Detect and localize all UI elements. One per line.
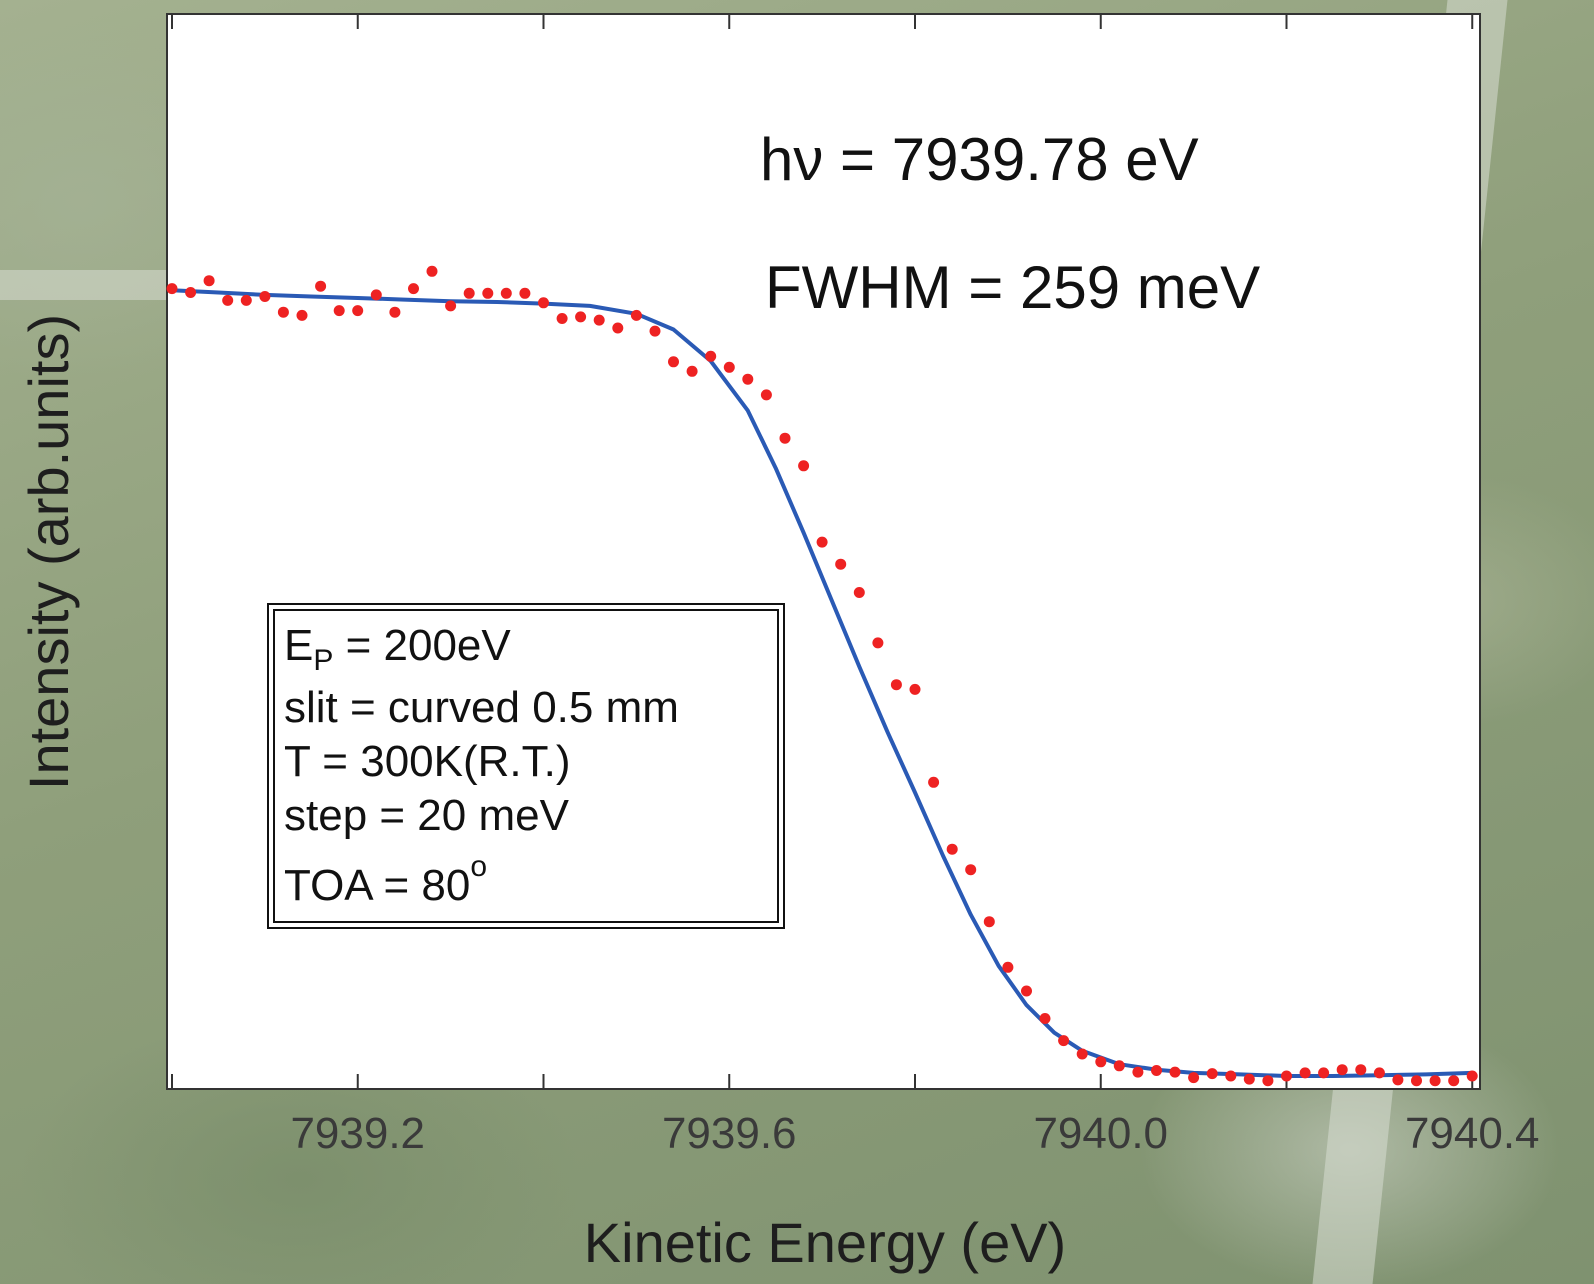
info-toa-superscript: o xyxy=(470,850,487,883)
data-point xyxy=(463,287,475,299)
data-point xyxy=(946,843,958,855)
data-point xyxy=(1132,1066,1144,1078)
data-point xyxy=(445,300,457,312)
data-point xyxy=(538,297,549,309)
data-points-layer xyxy=(166,265,1478,1087)
data-point xyxy=(1243,1073,1255,1085)
data-point xyxy=(1151,1065,1162,1076)
data-point xyxy=(1002,961,1014,973)
x-tick-label: 7939.2 xyxy=(290,1109,425,1158)
data-point xyxy=(222,294,234,306)
data-point xyxy=(575,311,587,323)
data-point xyxy=(1429,1075,1441,1087)
data-point xyxy=(333,305,345,317)
data-point xyxy=(1262,1075,1274,1087)
data-point xyxy=(593,314,605,326)
data-point xyxy=(1466,1070,1478,1082)
info-slit: slit = curved 0.5 mm xyxy=(284,683,679,732)
data-point xyxy=(668,356,679,368)
data-point xyxy=(686,365,698,377)
hv-annotation: hν = 7939.78 eV xyxy=(760,126,1199,193)
data-point xyxy=(965,864,977,876)
data-point xyxy=(1373,1067,1385,1079)
data-point xyxy=(760,389,772,401)
x-tick-label: 7939.6 xyxy=(662,1109,797,1158)
data-point xyxy=(779,432,791,444)
data-point xyxy=(1299,1067,1311,1079)
data-point xyxy=(370,289,382,301)
x-tick-label: 7940.0 xyxy=(1033,1109,1168,1158)
data-point xyxy=(1076,1048,1088,1060)
data-point xyxy=(315,280,327,292)
x-axis-title: Kinetic Energy (eV) xyxy=(584,1211,1066,1274)
data-point xyxy=(853,587,865,598)
data-point xyxy=(185,287,197,298)
data-point xyxy=(1058,1035,1070,1047)
data-point xyxy=(1336,1064,1348,1076)
data-point xyxy=(705,350,717,362)
data-point xyxy=(1039,1013,1051,1024)
data-point xyxy=(1021,985,1032,997)
x-axis-tick-labels: 7939.2 7939.6 7940.0 7940.4 xyxy=(290,1109,1539,1158)
data-point xyxy=(835,558,847,570)
data-point xyxy=(1188,1072,1200,1084)
info-box-outer-border xyxy=(267,603,785,929)
data-point xyxy=(296,309,308,321)
data-point xyxy=(426,265,438,277)
background-road xyxy=(0,270,170,300)
info-step: step = 20 meV xyxy=(284,791,570,840)
info-box: EP = 200eV slit = curved 0.5 mm T = 300K… xyxy=(267,603,785,929)
data-point xyxy=(389,306,401,318)
data-point xyxy=(166,283,178,295)
data-point xyxy=(519,287,531,299)
data-point xyxy=(556,313,568,324)
data-point xyxy=(742,373,754,385)
data-point xyxy=(1169,1066,1181,1078)
data-point xyxy=(816,536,828,548)
data-point xyxy=(500,287,512,299)
data-point xyxy=(798,460,810,472)
fwhm-annotation: FWHM = 259 meV xyxy=(765,254,1260,321)
data-point xyxy=(408,283,419,295)
data-point xyxy=(240,294,252,306)
data-point xyxy=(1392,1074,1404,1086)
data-point xyxy=(1355,1064,1367,1076)
data-point xyxy=(909,683,921,695)
data-point xyxy=(1411,1075,1422,1087)
data-point xyxy=(482,287,494,299)
data-point xyxy=(612,322,624,334)
data-point xyxy=(630,309,642,321)
info-ep: EP = 200eV xyxy=(284,621,511,677)
data-point xyxy=(890,679,902,691)
info-box-inner-border xyxy=(273,609,779,923)
info-toa: TOA = 80o xyxy=(284,850,487,910)
data-point xyxy=(649,325,661,337)
data-point xyxy=(1281,1070,1292,1082)
data-point xyxy=(872,637,884,649)
data-point xyxy=(928,776,940,788)
data-point xyxy=(1448,1075,1460,1087)
data-point xyxy=(352,305,364,317)
data-point xyxy=(1113,1060,1125,1072)
data-point xyxy=(277,306,289,318)
data-point xyxy=(259,291,271,302)
data-point xyxy=(1225,1070,1237,1082)
data-point xyxy=(723,361,735,373)
y-axis-title: Intensity (arb.units) xyxy=(17,314,80,790)
info-ep-subscript: P xyxy=(313,644,333,677)
info-temperature: T = 300K(R.T.) xyxy=(284,737,571,786)
data-point xyxy=(1206,1068,1218,1080)
data-point xyxy=(1318,1067,1330,1079)
data-point xyxy=(983,916,995,928)
data-point xyxy=(1095,1056,1107,1068)
data-point xyxy=(203,275,215,287)
x-tick-label: 7940.4 xyxy=(1405,1109,1540,1158)
